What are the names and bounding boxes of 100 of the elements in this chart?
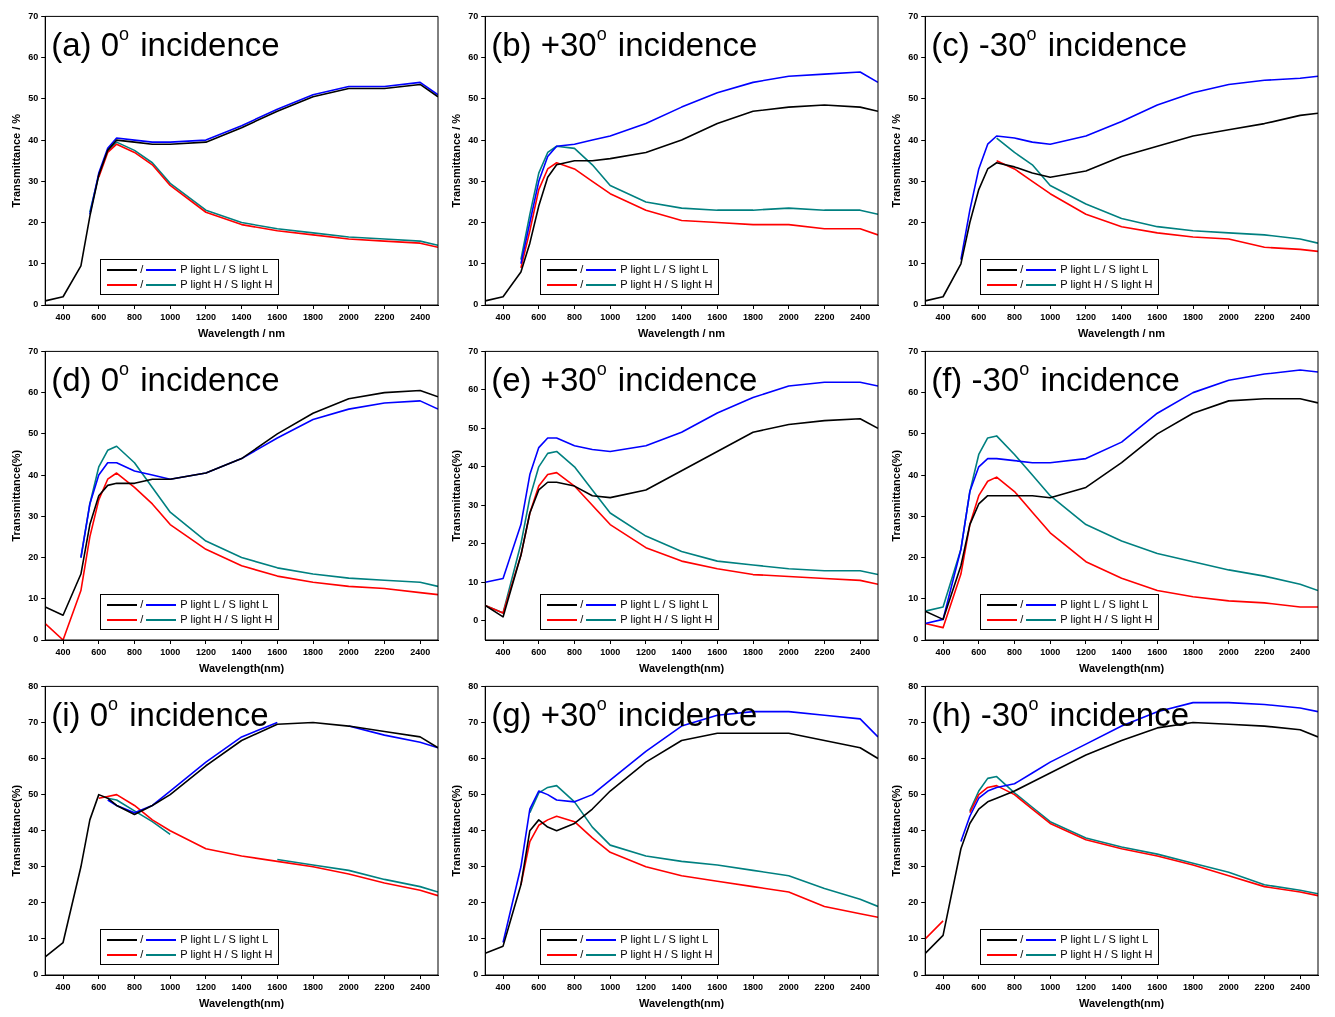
x-tick-label: 2200 <box>1254 311 1275 322</box>
y-tick-label: 60 <box>468 384 479 395</box>
x-tick-label: 1600 <box>707 646 728 657</box>
x-tick-label: 2200 <box>374 981 395 992</box>
x-tick-label: 2400 <box>1290 311 1311 322</box>
x-tick-label: 2200 <box>1254 646 1275 657</box>
x-tick-label: 800 <box>126 311 142 322</box>
y-tick-label: 20 <box>908 552 919 563</box>
legend-label: P light H / S light H <box>620 613 713 625</box>
legend-label: P light L / S light L <box>620 263 709 275</box>
x-axis-title: Wavelength(nm) <box>1079 997 1165 1010</box>
x-axis-title: Wavelength / nm <box>1078 327 1166 340</box>
y-tick-label: 70 <box>468 10 479 21</box>
text: / <box>1020 278 1024 290</box>
text: / <box>140 948 144 960</box>
y-tick-label: 0 <box>913 634 919 645</box>
x-tick-label: 2200 <box>814 646 835 657</box>
y-tick-label: 60 <box>468 753 479 764</box>
y-tick-label: 20 <box>908 897 919 908</box>
y-tick-label: 70 <box>908 716 919 727</box>
annotation: / <box>140 263 144 275</box>
y-axis-title: Transmittance(%) <box>9 449 22 542</box>
y-tick-label: 70 <box>468 716 479 727</box>
x-tick-label: 1600 <box>267 981 288 992</box>
y-tick-label: 70 <box>28 345 39 356</box>
y-axis-title: Transmittance / % <box>889 113 902 208</box>
y-axis-title: Transmittance(%) <box>9 784 22 877</box>
y-tick-label: 70 <box>28 716 39 727</box>
x-tick-label: 400 <box>935 311 951 322</box>
x-tick-label: 1200 <box>195 981 216 992</box>
y-tick-label: 60 <box>908 52 919 63</box>
x-tick-label: 1000 <box>1040 981 1061 992</box>
y-tick-label: 70 <box>28 10 39 21</box>
x-tick-label: 1600 <box>707 981 728 992</box>
y-tick-label: 50 <box>468 789 479 800</box>
x-tick-label: 1600 <box>1147 311 1168 322</box>
x-axis-title: Wavelength(nm) <box>199 662 285 675</box>
y-tick-label: 40 <box>468 461 479 472</box>
x-tick-label: 2400 <box>410 311 431 322</box>
x-tick-label: 1200 <box>635 981 656 992</box>
y-axis-title: Transmittance(%) <box>449 784 462 877</box>
text: / <box>580 948 584 960</box>
y-axis-title: Transmittance(%) <box>889 449 902 542</box>
x-tick-label: 2000 <box>1218 311 1239 322</box>
x-tick-label: 1200 <box>195 311 216 322</box>
x-tick-label: 2200 <box>1254 981 1275 992</box>
y-tick-label: 10 <box>468 933 479 944</box>
x-tick-label: 1400 <box>231 646 252 657</box>
y-tick-label: 20 <box>908 217 919 228</box>
x-tick-label: 2000 <box>338 311 359 322</box>
y-tick-label: 30 <box>28 510 39 521</box>
x-tick-label: 1800 <box>1183 646 1204 657</box>
y-tick-label: 0 <box>913 299 919 310</box>
x-tick-label: 1400 <box>1111 981 1132 992</box>
annotation: / <box>580 598 584 610</box>
x-tick-label: 1600 <box>1147 646 1168 657</box>
legend-label: P light H / S light H <box>180 948 273 960</box>
y-tick-label: 0 <box>913 969 919 980</box>
x-tick-label: 1400 <box>1111 311 1132 322</box>
x-tick-label: 1400 <box>1111 646 1132 657</box>
legend-label: P light L / S light L <box>180 598 269 610</box>
x-tick-label: 1000 <box>160 646 181 657</box>
x-tick-label: 800 <box>1006 981 1022 992</box>
x-axis-title: Wavelength(nm) <box>639 662 725 675</box>
x-tick-label: 800 <box>126 646 142 657</box>
y-tick-label: 0 <box>33 299 39 310</box>
x-tick-label: 2200 <box>374 311 395 322</box>
legend-label: P light L / S light L <box>180 263 269 275</box>
legend-label: P light L / S light L <box>180 933 269 945</box>
y-tick-label: 20 <box>468 538 479 549</box>
y-tick-label: 60 <box>468 52 479 63</box>
y-tick-label: 20 <box>28 552 39 563</box>
x-tick-label: 1000 <box>600 311 621 322</box>
y-tick-label: 0 <box>473 299 479 310</box>
text: / <box>1020 948 1024 960</box>
y-tick-label: 50 <box>28 789 39 800</box>
x-tick-label: 2000 <box>338 646 359 657</box>
x-tick-label: 2400 <box>850 646 871 657</box>
x-tick-label: 1000 <box>600 981 621 992</box>
y-tick-label: 30 <box>908 861 919 872</box>
y-tick-label: 80 <box>468 680 479 691</box>
x-tick-label: 1400 <box>671 981 692 992</box>
y-axis-title: Transmittance / % <box>449 113 462 208</box>
x-tick-label: 400 <box>55 981 71 992</box>
y-tick-label: 70 <box>908 345 919 356</box>
x-tick-label: 1600 <box>267 646 288 657</box>
y-tick-label: 80 <box>28 680 39 691</box>
x-axis-title: Wavelength(nm) <box>199 997 285 1010</box>
x-tick-label: 1800 <box>743 981 764 992</box>
y-tick-label: 50 <box>468 422 479 433</box>
x-tick-label: 1200 <box>195 646 216 657</box>
y-tick-label: 40 <box>28 469 39 480</box>
y-tick-label: 10 <box>468 258 479 269</box>
annotation: / <box>1020 933 1024 945</box>
y-tick-label: 10 <box>28 593 39 604</box>
x-tick-label: 2000 <box>778 646 799 657</box>
y-tick-label: 40 <box>28 825 39 836</box>
y-tick-label: 30 <box>908 175 919 186</box>
y-tick-label: 10 <box>908 258 919 269</box>
y-tick-label: 0 <box>33 969 39 980</box>
